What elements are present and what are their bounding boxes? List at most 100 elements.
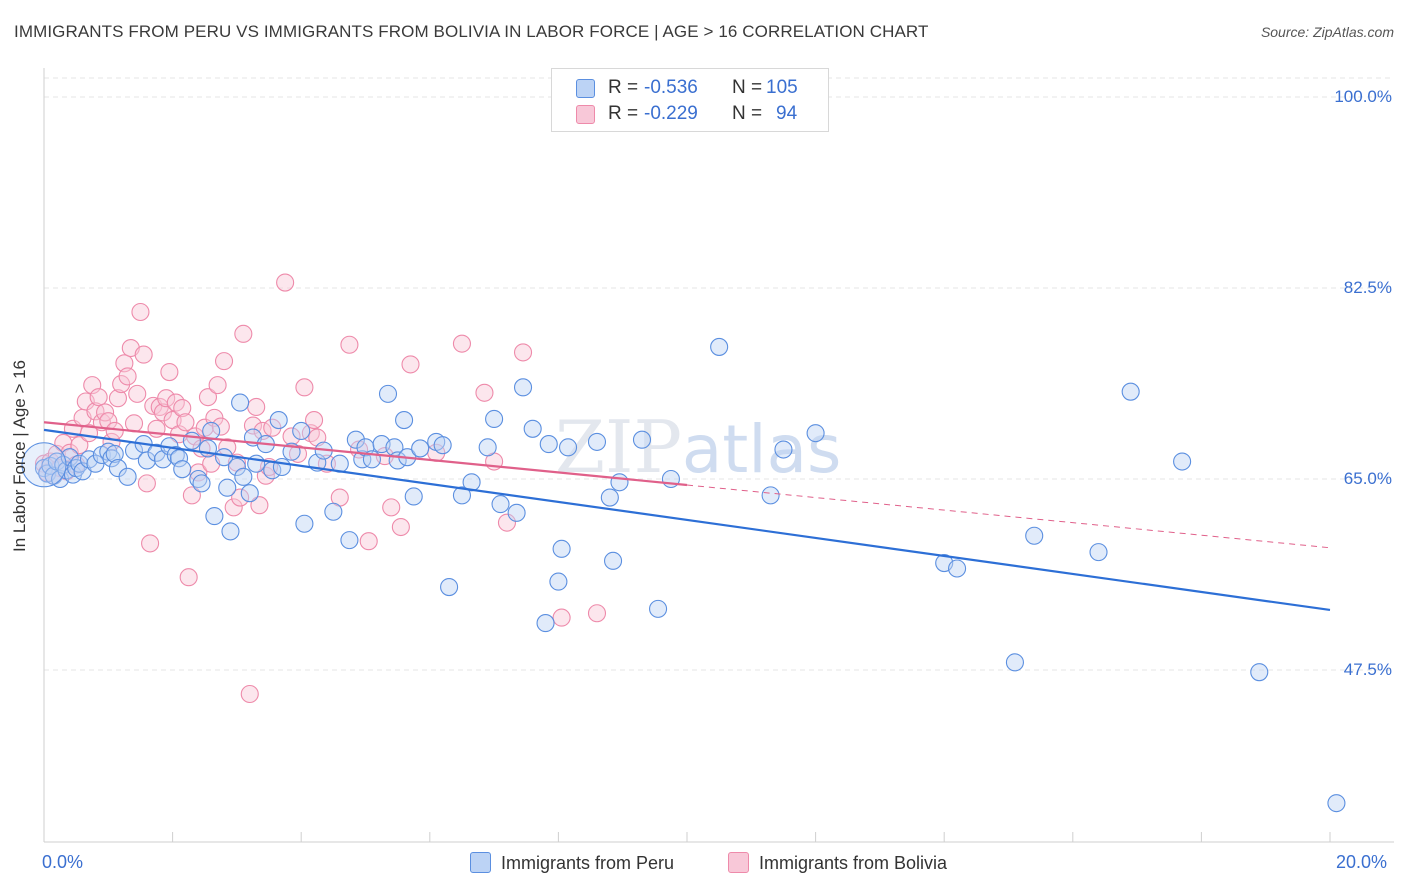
bolivia-point <box>552 608 571 627</box>
bolivia-point <box>475 383 494 402</box>
bolivia-point <box>105 421 124 441</box>
peru-point <box>192 474 211 493</box>
peru-point <box>340 531 359 550</box>
peru-r-value: -0.536 <box>644 77 698 98</box>
peru-point <box>549 572 568 591</box>
x-tick-left: 0.0% <box>42 852 84 872</box>
bolivia-trend-line-dashed <box>686 484 1331 549</box>
bolivia-point <box>108 389 127 408</box>
peru-point <box>536 614 555 633</box>
correlation-legend: R = -0.536 N = 105 R = -0.229 N = 94 <box>551 68 829 132</box>
peru-r-label: R = <box>608 77 639 98</box>
peru-point <box>269 411 288 430</box>
legend-bolivia-label: Immigrants from Bolivia <box>759 853 948 873</box>
bolivia-trend-line <box>43 421 688 487</box>
bolivia-point <box>282 427 301 446</box>
peru-point <box>632 430 652 449</box>
bolivia-point <box>179 568 198 587</box>
peru-point <box>182 431 201 450</box>
peru-point <box>173 460 192 479</box>
peru-point <box>523 419 542 438</box>
bolivia-n-value: 94 <box>776 103 798 124</box>
peru-point <box>137 451 156 470</box>
peru-point <box>1025 526 1044 545</box>
bolivia-point <box>86 402 105 421</box>
legend-peru-swatch <box>470 852 491 873</box>
peru-point <box>513 378 533 397</box>
bolivia-point <box>112 374 131 394</box>
bolivia-point <box>208 376 227 395</box>
y-tick-100: 100.0% <box>1334 87 1392 106</box>
bolivia-point <box>452 334 472 353</box>
bolivia-point <box>131 302 150 322</box>
peru-point <box>227 457 246 477</box>
legend-bolivia-swatch <box>728 852 749 873</box>
trend-lines <box>43 421 1331 612</box>
bolivia-point <box>231 488 250 507</box>
bolivia-point <box>160 362 179 382</box>
peru-point <box>1173 452 1192 471</box>
peru-point <box>600 488 619 507</box>
bolivia-point <box>182 486 201 505</box>
peru-point-cluster <box>21 442 67 488</box>
peru-point <box>221 522 240 541</box>
peru-point <box>118 467 137 486</box>
peru-point <box>649 599 668 618</box>
bolivia-point <box>214 352 234 371</box>
bolivia-point <box>250 496 269 515</box>
peru-point <box>272 457 291 477</box>
bolivia-r-value: -0.229 <box>644 103 698 124</box>
bolivia-point <box>211 417 230 436</box>
peru-point <box>378 384 398 403</box>
bolivia-point <box>247 397 266 417</box>
bolivia-point <box>99 412 118 431</box>
bolivia-point <box>224 498 243 517</box>
peru-point <box>1327 794 1346 813</box>
peru-point <box>404 487 423 506</box>
bolivia-points <box>34 273 607 704</box>
axes <box>43 68 1394 843</box>
peru-swatch <box>576 79 595 98</box>
bolivia-point <box>128 384 147 403</box>
legend-item-peru: Immigrants from Peru <box>470 852 674 874</box>
bolivia-point <box>134 345 153 364</box>
bolivia-point <box>176 413 195 432</box>
peru-point <box>610 473 629 492</box>
bolivia-n-label: N = <box>732 103 763 124</box>
peru-point <box>558 438 578 457</box>
bolivia-point <box>308 428 327 447</box>
bolivia-point <box>587 604 607 623</box>
peru-point <box>105 444 124 463</box>
peru-point <box>353 450 372 469</box>
peru-point <box>1250 663 1269 682</box>
peru-point <box>240 484 259 503</box>
peru-point <box>1005 653 1024 672</box>
grid-lines <box>44 77 1394 671</box>
peru-point <box>587 432 607 451</box>
peru-point <box>604 551 623 570</box>
peru-point <box>1089 543 1108 562</box>
y-tick-82-5: 82.5% <box>1343 278 1392 297</box>
bolivia-point <box>70 436 89 455</box>
peru-point <box>710 337 729 356</box>
bolivia-point <box>234 324 253 343</box>
peru-point <box>411 439 430 458</box>
peru-point <box>292 421 311 441</box>
peru-point <box>346 430 365 449</box>
bolivia-point <box>157 389 176 408</box>
source-label: Source: ZipAtlas.com <box>1260 24 1394 40</box>
bolivia-point <box>118 367 137 386</box>
peru-point <box>485 409 504 429</box>
bolivia-point <box>263 418 282 437</box>
peru-point <box>218 478 237 497</box>
peru-point <box>507 503 526 522</box>
peru-trend-line <box>43 428 1331 612</box>
peru-point <box>761 486 780 505</box>
bolivia-point <box>359 532 378 551</box>
bolivia-point <box>513 343 533 362</box>
bolivia-point <box>141 534 160 553</box>
x-tick-right: 20.0% <box>1336 852 1388 872</box>
peru-n-value: 105 <box>766 77 798 98</box>
peru-point <box>234 467 253 486</box>
peru-point <box>774 440 793 459</box>
